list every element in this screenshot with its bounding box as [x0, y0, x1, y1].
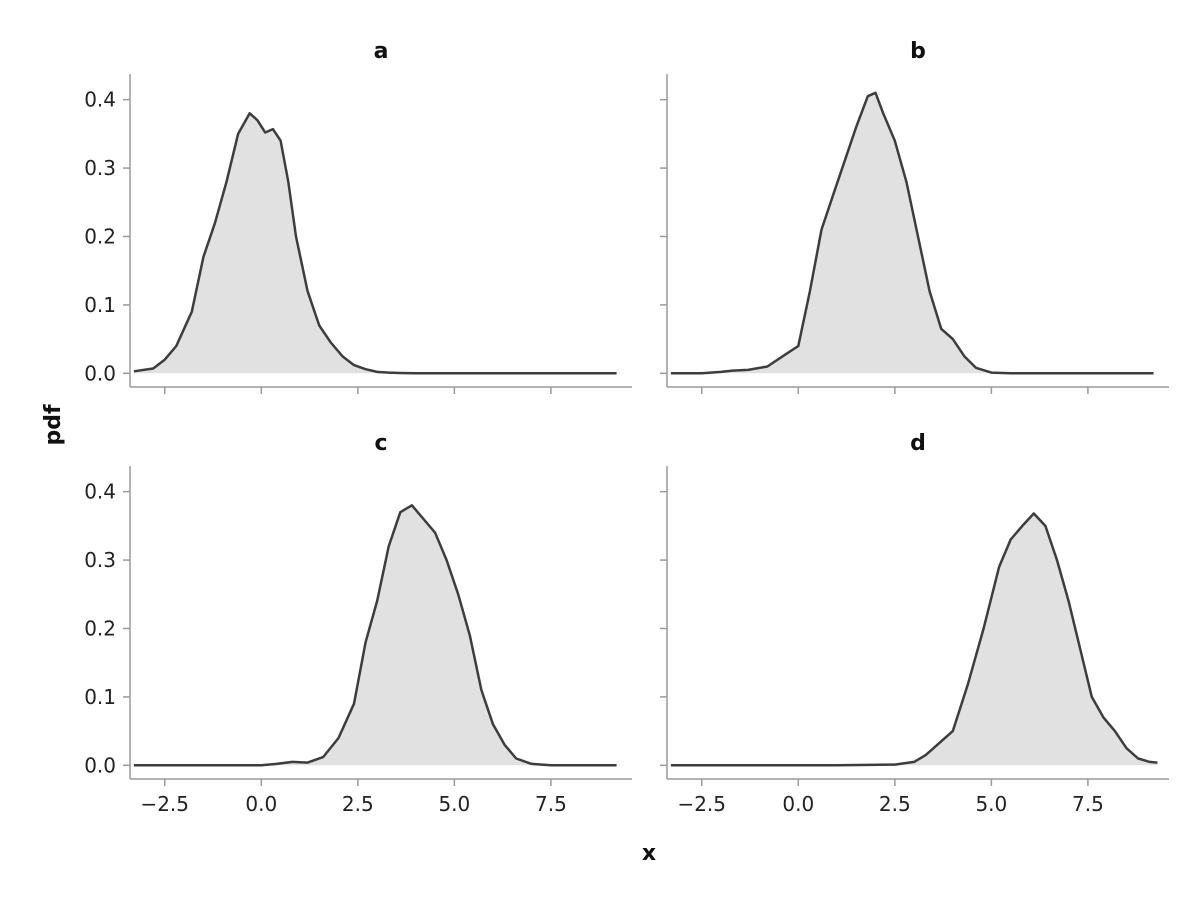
density-area: [133, 505, 617, 766]
density-line: [133, 112, 617, 375]
panel-title: d: [910, 431, 926, 456]
x-tick-label: −2.5: [140, 792, 189, 816]
x-tick-label: 7.5: [535, 792, 567, 816]
x-tick-label: 2.5: [342, 792, 374, 816]
x-axis-title: x: [642, 841, 656, 866]
density-area: [670, 513, 1158, 766]
x-tick-label: 5.0: [438, 792, 470, 816]
panel-d: d −2.5 0.0 2.5 5.0 7.5: [660, 431, 1169, 816]
panel-a: a 0.0 0.1 0.2 0.3 0.4: [84, 39, 632, 394]
y-tick-label: 0.2: [84, 224, 116, 248]
y-axis-title: pdf: [41, 404, 66, 445]
x-tick-label: 0.0: [782, 792, 814, 816]
x-tick-label: 7.5: [1072, 792, 1104, 816]
panel-title: c: [374, 431, 387, 456]
y-tick-label: 0.3: [84, 548, 116, 572]
panel-c: c 0.0 0.1 0.2 0.3 0.4 −2.5 0.0 2.5 5.0 7.5: [84, 431, 632, 816]
y-tick-label: 0.0: [84, 753, 116, 777]
panels-layer: a 0.0 0.1 0.2 0.3 0.4 b c 0.0 0.1 0.2 0.3 0.4 −2.5 0.0…: [84, 39, 1169, 816]
y-tick-label: 0.2: [84, 616, 116, 640]
x-tick-label: 0.0: [245, 792, 277, 816]
y-tick-label: 0.1: [84, 293, 116, 317]
x-tick-label: 2.5: [879, 792, 911, 816]
panel-b: b: [660, 39, 1169, 394]
density-area: [670, 92, 1154, 374]
y-tick-label: 0.3: [84, 156, 116, 180]
density-line: [670, 512, 1158, 767]
panel-title: b: [910, 39, 926, 64]
y-tick-label: 0.1: [84, 685, 116, 709]
panel-title: a: [374, 39, 389, 64]
density-area: [133, 113, 617, 374]
density-line: [133, 504, 617, 767]
y-tick-label: 0.4: [84, 480, 116, 504]
x-tick-label: 5.0: [975, 792, 1007, 816]
x-tick-label: −2.5: [677, 792, 726, 816]
y-tick-label: 0.4: [84, 88, 116, 112]
density-line: [670, 91, 1154, 375]
y-tick-label: 0.0: [84, 361, 116, 385]
